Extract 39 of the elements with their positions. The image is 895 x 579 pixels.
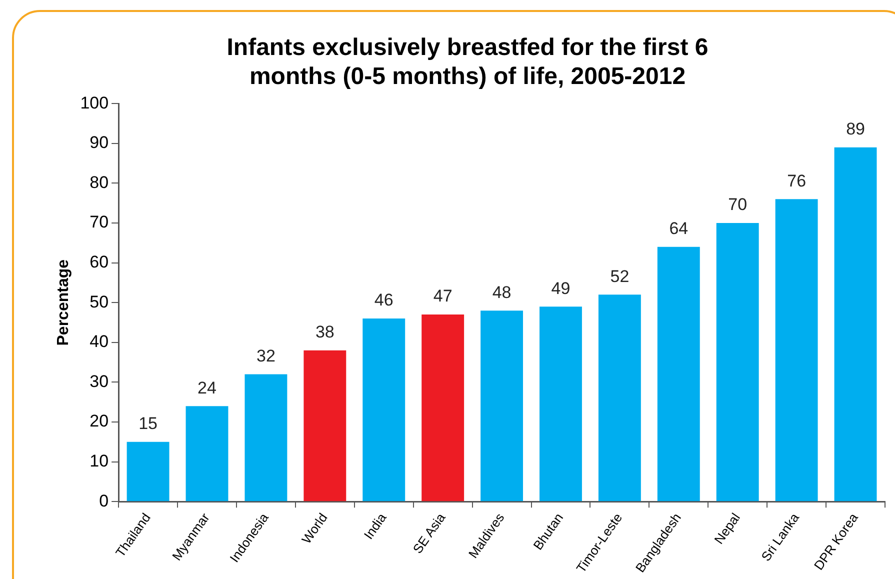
bar <box>362 318 406 502</box>
data-label: 46 <box>374 290 394 310</box>
data-label: 32 <box>256 346 276 366</box>
y-tick-label: 30 <box>90 372 109 391</box>
data-label: 70 <box>728 195 748 214</box>
data-label: 38 <box>315 322 334 342</box>
bar <box>126 442 170 502</box>
data-label: 47 <box>433 286 452 306</box>
bar <box>304 350 346 502</box>
bar <box>244 374 288 502</box>
bar <box>598 294 641 502</box>
y-tick-label: 70 <box>90 212 109 232</box>
data-label: 49 <box>551 278 570 298</box>
bar <box>834 147 877 502</box>
bar <box>775 199 818 502</box>
y-tick-label: 10 <box>90 452 109 471</box>
y-tick-label: 40 <box>90 332 109 352</box>
y-tick-label: 90 <box>90 133 109 152</box>
y-tick-label: 100 <box>80 93 109 112</box>
bar <box>422 314 464 502</box>
data-label: 89 <box>846 120 865 139</box>
bar <box>480 310 524 502</box>
data-label: 24 <box>198 378 216 398</box>
y-tick-label: 60 <box>90 252 109 272</box>
chart-title: Infants exclusively breastfed for the first 6 months (0-5 months) of life, 2005-2012 <box>226 34 708 90</box>
y-axis-title: Percentage <box>55 259 72 346</box>
data-label: 52 <box>610 266 630 286</box>
bar <box>657 246 700 502</box>
data-label: 64 <box>669 219 688 238</box>
data-label: 76 <box>787 171 806 190</box>
bar <box>540 306 582 502</box>
data-label: 15 <box>138 414 158 434</box>
y-tick-label: 0 <box>99 491 109 510</box>
data-label: 48 <box>492 282 512 302</box>
y-tick-label: 50 <box>90 292 109 312</box>
y-tick-label: 80 <box>90 172 109 192</box>
bar <box>716 223 759 502</box>
y-tick-label: 20 <box>90 412 109 431</box>
bar <box>186 406 228 502</box>
